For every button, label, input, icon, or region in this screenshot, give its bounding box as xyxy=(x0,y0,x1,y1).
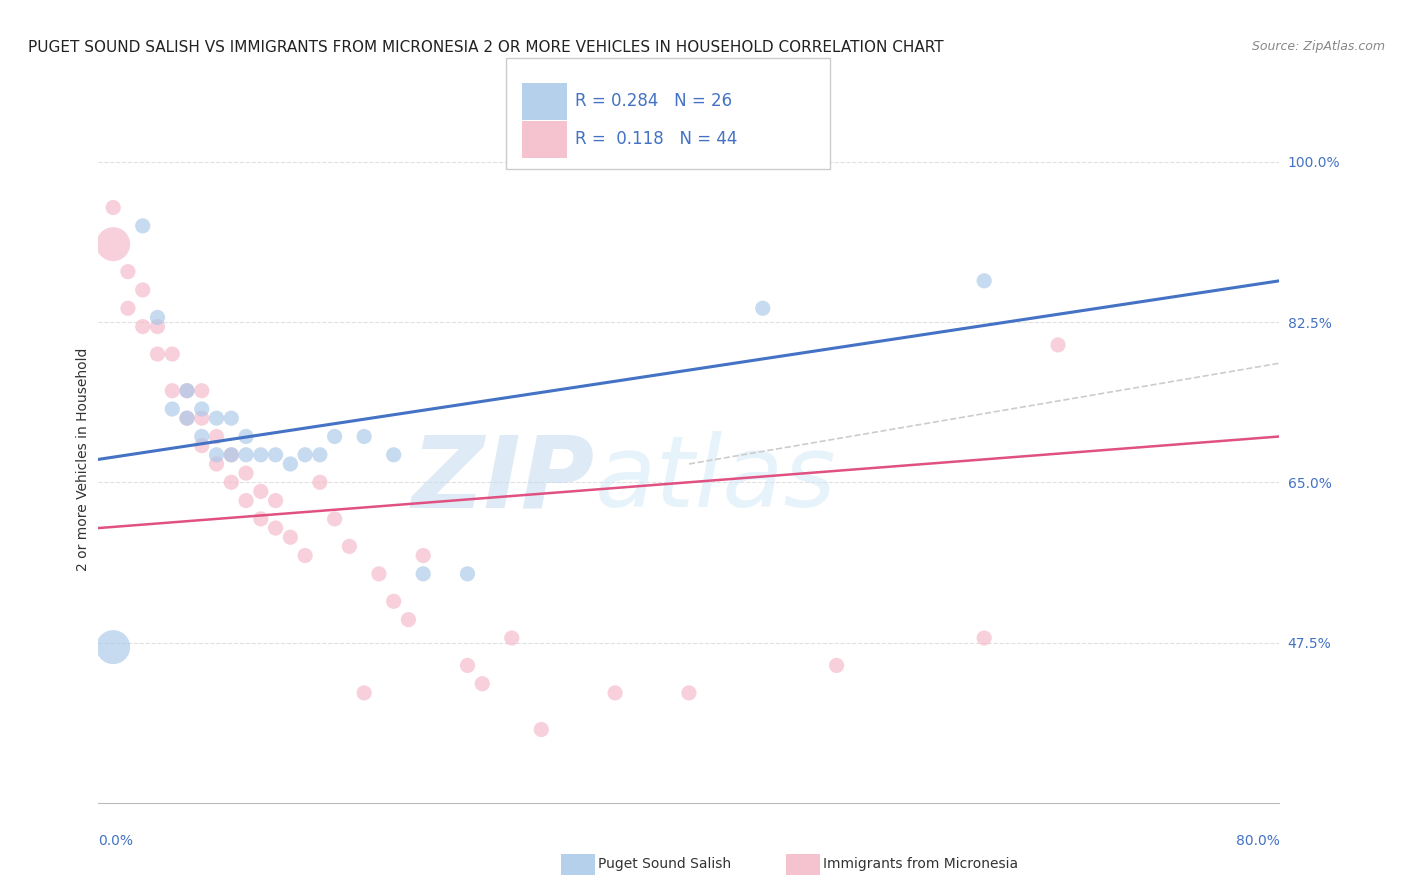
Text: atlas: atlas xyxy=(595,432,837,528)
Point xyxy=(309,475,332,490)
Point xyxy=(221,448,243,462)
Point xyxy=(162,347,183,361)
Point xyxy=(250,448,273,462)
Point xyxy=(973,631,995,645)
Point xyxy=(309,448,332,462)
Point xyxy=(264,493,287,508)
Text: R = 0.284   N = 26: R = 0.284 N = 26 xyxy=(575,93,733,111)
Point xyxy=(132,319,155,334)
Point xyxy=(457,566,479,581)
Point xyxy=(103,201,125,215)
Point xyxy=(368,566,391,581)
Point xyxy=(235,493,257,508)
Text: R =  0.118   N = 44: R = 0.118 N = 44 xyxy=(575,130,737,148)
Text: 0.0%: 0.0% xyxy=(98,834,134,848)
Text: Puget Sound Salish: Puget Sound Salish xyxy=(598,857,731,871)
Point xyxy=(117,265,139,279)
Point xyxy=(353,429,375,443)
Point xyxy=(973,274,995,288)
Text: 80.0%: 80.0% xyxy=(1236,834,1279,848)
Point xyxy=(221,448,243,462)
Point xyxy=(132,283,155,297)
Point xyxy=(457,658,479,673)
Point xyxy=(382,448,405,462)
Point xyxy=(103,640,125,654)
Point xyxy=(235,429,257,443)
Text: Source: ZipAtlas.com: Source: ZipAtlas.com xyxy=(1251,40,1385,54)
Point xyxy=(205,448,228,462)
Point xyxy=(1047,338,1070,352)
Point xyxy=(605,686,627,700)
Point xyxy=(221,411,243,425)
Point xyxy=(280,530,302,544)
Point xyxy=(117,301,139,316)
Point xyxy=(825,658,848,673)
Point xyxy=(162,402,183,417)
Point xyxy=(323,512,346,526)
Point xyxy=(146,310,169,325)
Point xyxy=(146,319,169,334)
Point xyxy=(264,448,287,462)
Point xyxy=(752,301,775,316)
Point xyxy=(471,677,494,691)
Point xyxy=(264,521,287,535)
Point xyxy=(176,411,198,425)
Point xyxy=(678,686,700,700)
Point xyxy=(162,384,183,398)
Text: ZIP: ZIP xyxy=(412,432,595,528)
Point xyxy=(176,384,198,398)
Y-axis label: 2 or more Vehicles in Household: 2 or more Vehicles in Household xyxy=(76,348,90,571)
Point xyxy=(235,448,257,462)
Point xyxy=(205,411,228,425)
Point xyxy=(191,384,214,398)
Point xyxy=(382,594,405,608)
Point xyxy=(250,512,273,526)
Point xyxy=(235,466,257,480)
Point xyxy=(294,448,316,462)
Point xyxy=(250,484,273,499)
Point xyxy=(132,219,155,233)
Point xyxy=(280,457,302,471)
Point xyxy=(398,613,420,627)
Point xyxy=(191,439,214,453)
Point xyxy=(191,402,214,417)
Point xyxy=(530,723,553,737)
Point xyxy=(205,457,228,471)
Point xyxy=(103,237,125,252)
Point xyxy=(176,411,198,425)
Point xyxy=(339,540,361,554)
Text: PUGET SOUND SALISH VS IMMIGRANTS FROM MICRONESIA 2 OR MORE VEHICLES IN HOUSEHOLD: PUGET SOUND SALISH VS IMMIGRANTS FROM MI… xyxy=(28,40,943,55)
Point xyxy=(191,411,214,425)
Point xyxy=(146,347,169,361)
Point xyxy=(191,429,214,443)
Point xyxy=(294,549,316,563)
Point xyxy=(412,566,434,581)
Point xyxy=(501,631,523,645)
Point xyxy=(412,549,434,563)
Point xyxy=(323,429,346,443)
Text: Immigrants from Micronesia: Immigrants from Micronesia xyxy=(823,857,1018,871)
Point xyxy=(353,686,375,700)
Point xyxy=(205,429,228,443)
Point xyxy=(176,384,198,398)
Point xyxy=(221,475,243,490)
